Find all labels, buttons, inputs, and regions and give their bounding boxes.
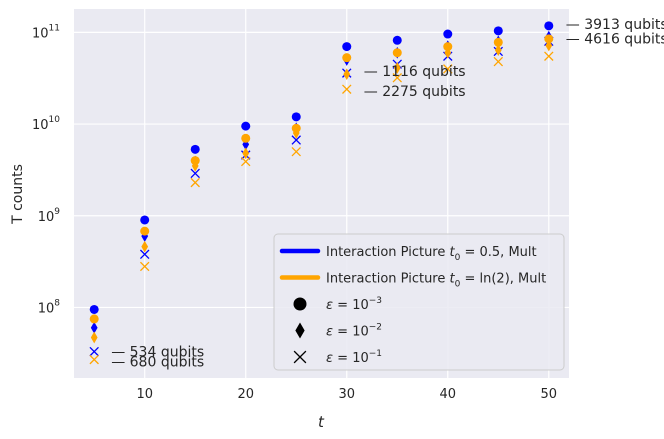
point-x: [241, 156, 251, 167]
point-circle: [493, 37, 503, 47]
point-diamond: [545, 39, 553, 52]
legend-label: ε = 10−1: [326, 349, 382, 366]
point-circle: [544, 34, 554, 44]
legend-marker-handle: [293, 297, 307, 311]
legend-marker-handle: [295, 322, 305, 339]
point-circle: [342, 42, 352, 52]
point-circle: [291, 112, 301, 122]
legend-label: ε = 10−2: [326, 323, 382, 340]
point-x: [89, 346, 99, 357]
series-3: [89, 34, 554, 324]
point-x: [443, 64, 453, 74]
x-tick-label: 20: [237, 387, 254, 402]
qubit-annotation: — 4616 qubits: [566, 32, 664, 48]
legend-marker-handle: [293, 350, 307, 364]
x-tick-label: 50: [541, 387, 558, 402]
x-tick-label: 30: [338, 387, 355, 402]
point-circle: [89, 314, 99, 324]
y-axis-label: T counts: [10, 164, 26, 225]
point-diamond: [191, 160, 199, 172]
data-points: [89, 21, 554, 365]
point-diamond: [494, 44, 502, 57]
x-tick-label: 40: [440, 387, 457, 402]
point-x: [544, 51, 554, 61]
point-x: [190, 168, 200, 179]
point-x: [291, 146, 301, 157]
point-circle: [190, 144, 200, 154]
legend-box: [273, 233, 565, 371]
legend-label: Interaction Picture t0 = ln(2), Mult: [326, 272, 546, 290]
legend-label: ε = 10−3: [326, 296, 382, 313]
point-circle: [392, 48, 402, 58]
qubit-annotation: — 534 qubits: [111, 345, 204, 361]
point-x: [89, 354, 99, 365]
series-0: [89, 21, 554, 314]
x-ticks: 10 20 30 40 50: [136, 387, 557, 402]
point-circle: [392, 35, 402, 45]
point-diamond: [393, 62, 401, 74]
point-x: [392, 73, 402, 83]
point-circle: [140, 215, 150, 225]
series-4: [90, 39, 553, 344]
point-x: [190, 177, 200, 188]
point-diamond: [141, 240, 149, 253]
point-circle: [493, 26, 503, 36]
point-circle: [544, 21, 554, 31]
y-tick-label: 109: [38, 207, 61, 225]
point-x: [493, 56, 504, 67]
point-diamond: [343, 68, 351, 81]
point-diamond: [90, 321, 98, 334]
y-tick-label: 1011: [32, 23, 60, 41]
qubit-annotation: — 2275 qubits: [364, 84, 466, 100]
point-x: [139, 249, 150, 260]
point-circle: [89, 304, 99, 314]
legend: Interaction Picture t0 = 0.5, Mult Intera…: [273, 233, 565, 371]
point-diamond: [90, 331, 98, 344]
point-diamond: [292, 127, 300, 139]
y-tick-label: 1010: [32, 115, 60, 133]
annotations: — 534 qubits— 680 qubits — 1116 qubits — 2…: [111, 17, 664, 371]
point-diamond: [242, 147, 250, 160]
y-ticks: 108 109 1010 1011: [32, 23, 60, 316]
x-axis-label: t: [318, 413, 325, 431]
point-circle: [241, 133, 251, 143]
point-diamond: [444, 46, 452, 59]
y-tick-label: 108: [38, 298, 61, 316]
point-x: [139, 261, 150, 272]
point-circle: [342, 53, 352, 63]
x-tick-label: 10: [136, 387, 153, 402]
point-x: [342, 84, 352, 94]
point-x: [291, 135, 301, 145]
qubit-annotation: — 680 qubits: [111, 355, 204, 371]
point-circle: [140, 226, 150, 236]
point-circle: [241, 121, 251, 131]
qubit-annotation: — 3913 qubits: [566, 17, 664, 33]
series-5: [89, 51, 554, 365]
point-circle: [443, 42, 453, 52]
point-circle: [443, 29, 453, 39]
legend-label: Interaction Picture t0 = 0.5, Mult: [326, 245, 537, 263]
qubit-annotation: — 1116 qubits: [364, 64, 466, 80]
